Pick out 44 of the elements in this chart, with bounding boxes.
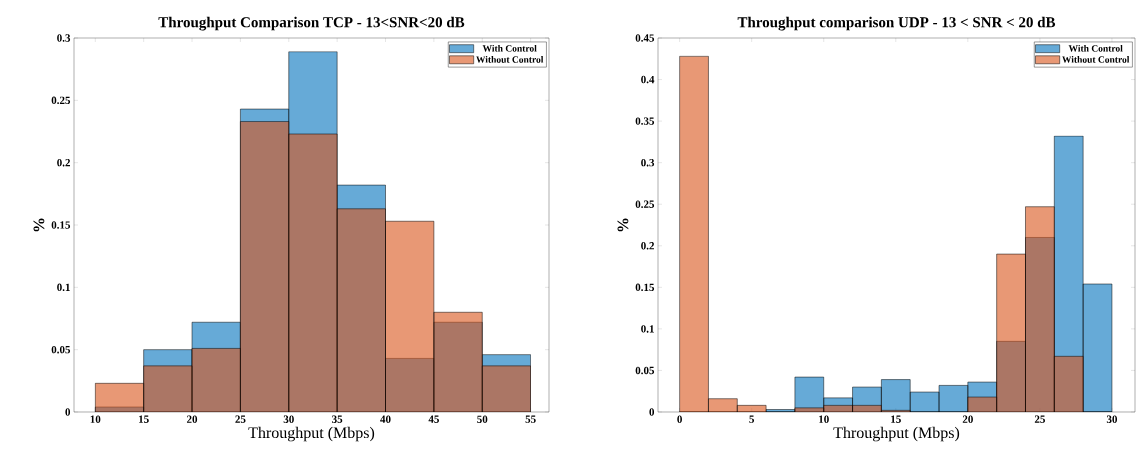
x-axis-title: Throughput (Mbps) [833,426,960,442]
y-tick-label: 0.05 [635,366,655,375]
y-tick-label: 0.1 [641,325,654,333]
x-tick-label: 15 [139,415,149,423]
x-tick-label: 30 [1106,415,1118,423]
x-tick-label: 35 [332,415,343,423]
y-tick-label: 0.2 [641,242,654,250]
x-tick-label: 10 [90,415,101,423]
y-tick-label: 0.15 [51,221,71,229]
y-tick-label: 0.35 [635,117,655,125]
x-tick-label: 25 [235,415,246,423]
x-tick-label: 5 [749,415,755,423]
chart-title: Throughput comparison UDP - 13 < SNR < 20 dB [737,16,1056,31]
x-tick-label: 10 [819,415,829,423]
x-tick-label: 55 [525,415,536,423]
x-axis-title: Throughput (Mbps) [248,426,375,442]
y-tick-label: 0 [649,408,655,416]
y-tick-label: 0.2 [57,158,70,167]
x-tick-label: 15 [891,415,901,423]
x-tick-label: 30 [283,415,294,423]
x-tick-label: 25 [1034,415,1045,423]
y-tick-label: 0 [65,408,71,416]
y-tick-label: 0.25 [51,96,71,105]
x-tick-label: 45 [428,415,439,423]
x-tick-label: 40 [380,415,391,423]
legend-label: With Control [1068,44,1123,52]
y-axis-title: % [617,218,629,232]
y-tick-label: 0.05 [51,345,71,354]
legend-label: With Control [482,44,537,52]
chart-title: Throughput Comparison TCP - 13<SNR<20 dB [158,16,465,31]
y-tick-label: 0.3 [57,34,71,42]
y-tick-label: 0.4 [641,75,655,84]
legend-label: Without Control [1062,56,1130,63]
x-tick-label: 20 [962,415,973,423]
y-tick-label: 0.3 [641,158,655,167]
y-tick-label: 0.15 [635,283,655,292]
legend-label: Without Control [476,56,544,63]
y-tick-label: 0.45 [635,34,655,42]
y-axis-title: % [33,218,45,232]
x-tick-label: 50 [477,415,488,423]
y-tick-label: 0.25 [635,200,655,208]
y-tick-label: 0.1 [57,283,70,292]
x-tick-label: 0 [677,415,682,423]
x-tick-label: 20 [186,415,198,423]
